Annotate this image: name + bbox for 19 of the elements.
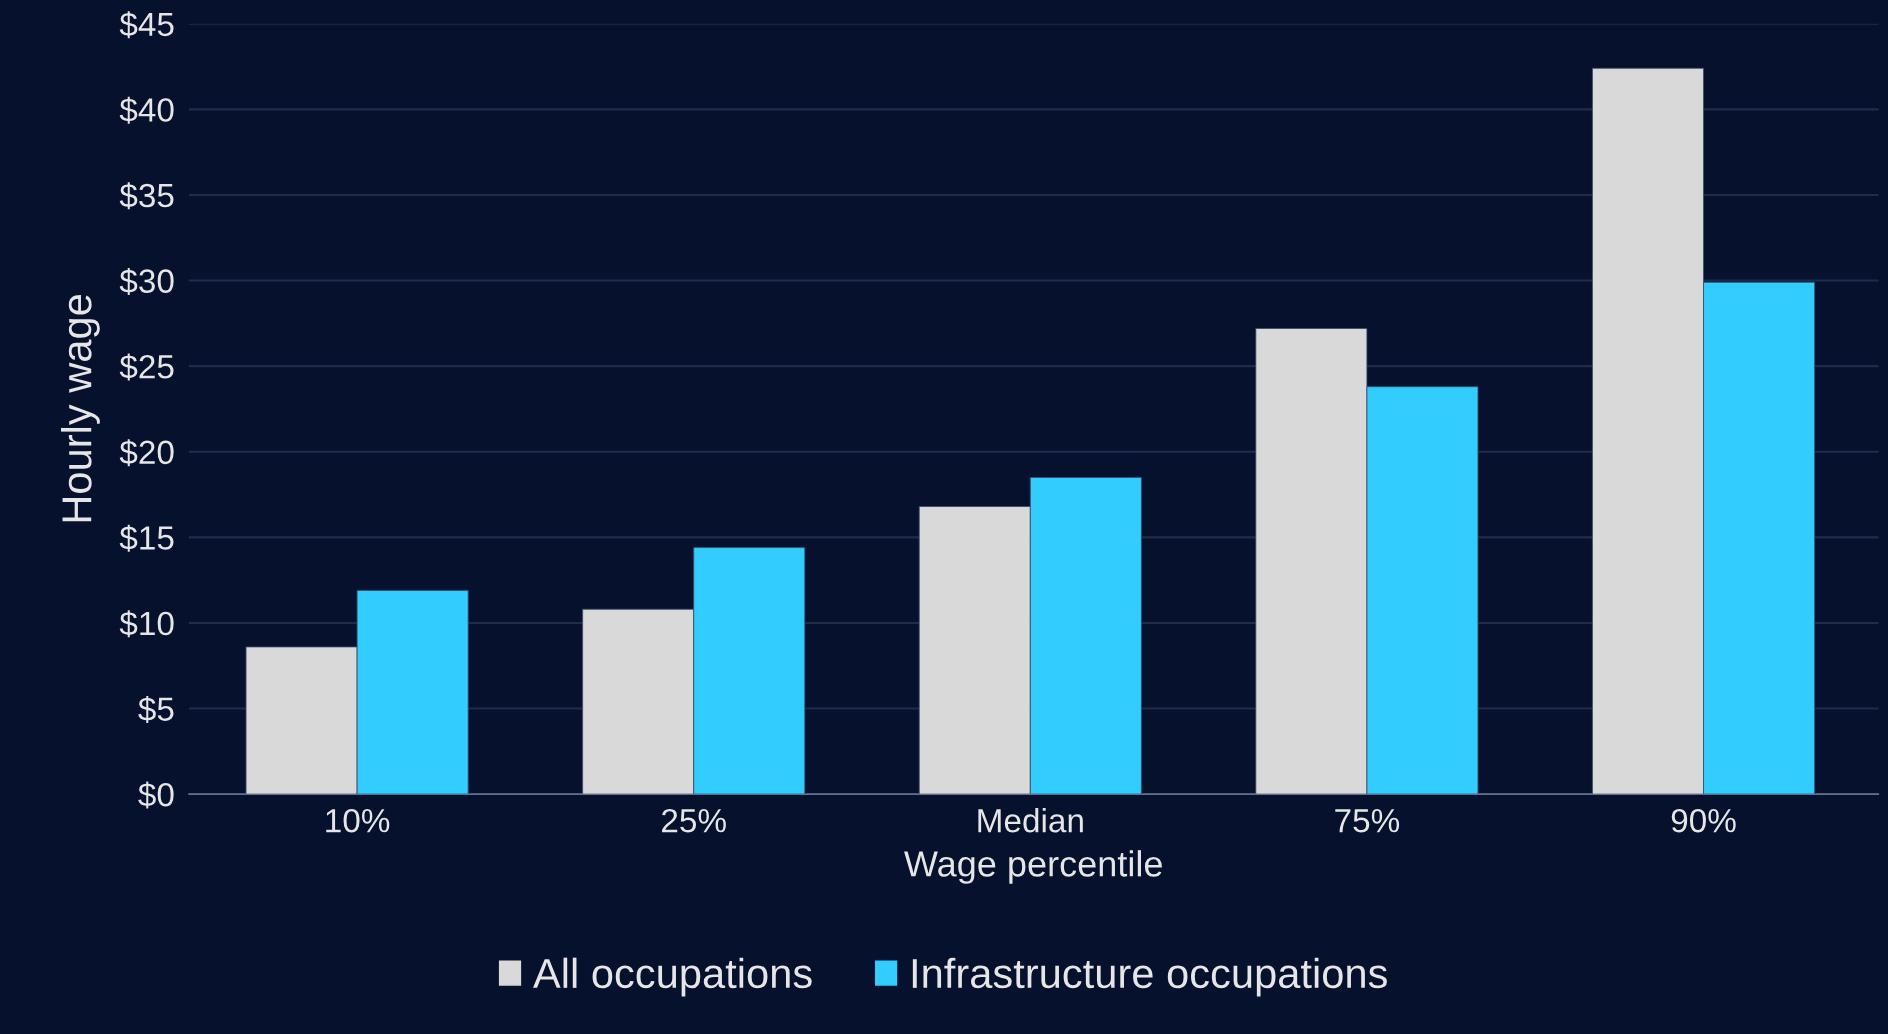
x-axis-title: Wage percentile: [904, 850, 1162, 884]
y-tick-label: $30: [119, 267, 174, 295]
x-tick-label: 90%: [1671, 808, 1736, 833]
legend-label: Infrastructure occupations: [912, 957, 1387, 997]
y-tick-label: $25: [119, 353, 174, 381]
x-tick-label: 75%: [1335, 809, 1400, 833]
y-tick-label: $5: [138, 695, 174, 723]
y-tick-label: $40: [119, 96, 174, 124]
legend-label: All occupations: [533, 957, 812, 997]
y-axis-title: Hourly wage: [61, 295, 100, 522]
x-tick-label: 25%: [662, 808, 726, 833]
y-tick-label: $35: [119, 182, 174, 210]
x-tick-label: Median: [978, 808, 1083, 833]
y-tick-label: $45: [119, 11, 174, 39]
y-tick-label: $15: [119, 524, 174, 552]
y-tick-label: $0: [138, 781, 174, 809]
x-tick-label: 10%: [326, 808, 390, 833]
y-tick-label: $20: [119, 439, 174, 467]
y-tick-label: $10: [119, 610, 174, 638]
